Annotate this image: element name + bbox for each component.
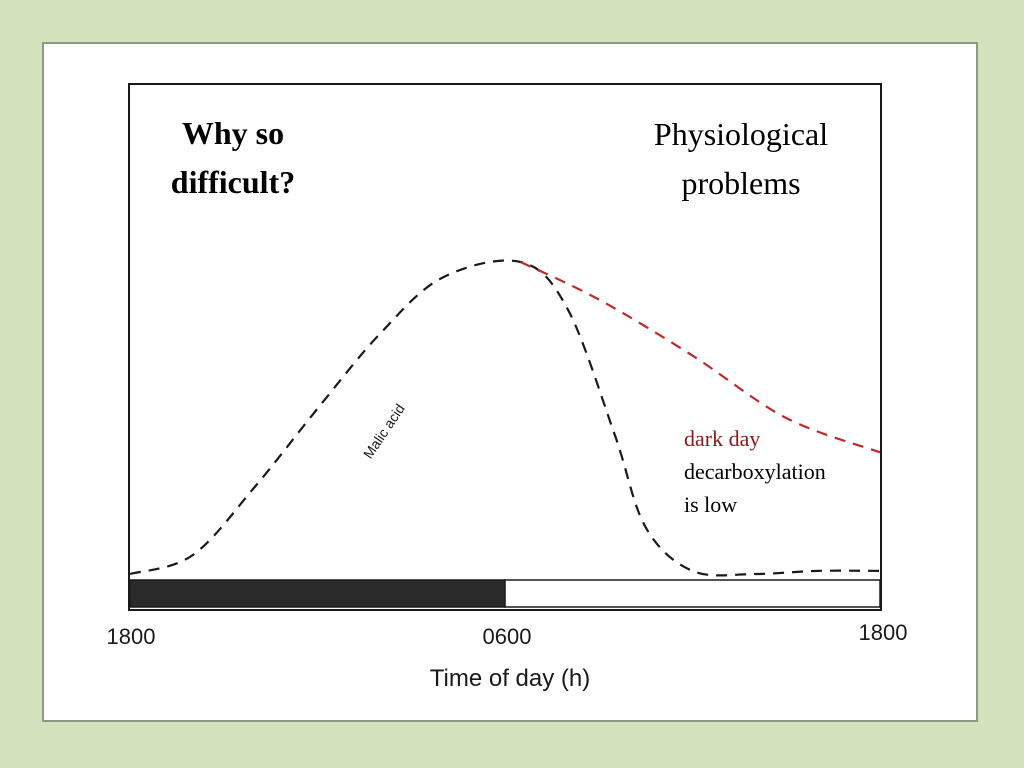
photoperiod-dark: [129, 579, 506, 608]
x-tick-label-0600: 0600: [483, 624, 532, 649]
series-line-dark-day: [520, 261, 881, 454]
x-tick-label-1800-start: 1800: [107, 624, 156, 649]
subtitle-line-1: Physiological: [654, 116, 828, 152]
photoperiod-bar: [129, 579, 881, 608]
x-tick-label-1800-end: 1800: [859, 620, 908, 645]
plot-frame: [128, 83, 882, 611]
series-line-malic-acid: [129, 259, 881, 577]
curves: [129, 259, 881, 577]
title-line-1: Why so: [182, 115, 284, 151]
series-label-malic-acid: Malic acid: [360, 401, 408, 462]
subtitle-line-2: problems: [681, 165, 800, 201]
x-axis-label: Time of day (h): [430, 665, 591, 692]
annotation-dark-day: dark day: [684, 426, 760, 451]
annotation-is-low: is low: [684, 492, 737, 517]
slide-panel: [42, 42, 978, 722]
photoperiod-light: [504, 579, 881, 608]
annotation-decarboxylation: decarboxylation: [684, 459, 826, 484]
title-line-2: difficult?: [171, 164, 295, 200]
